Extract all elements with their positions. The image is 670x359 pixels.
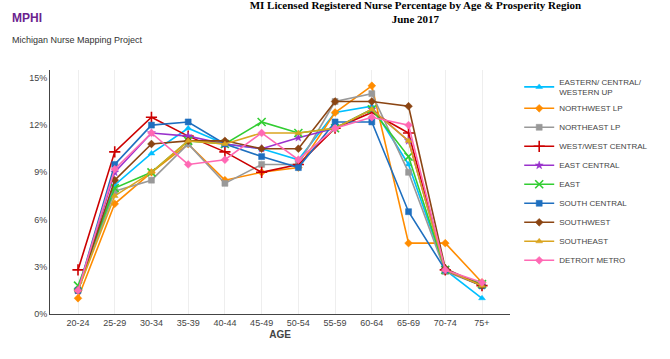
svg-text:20-24: 20-24 xyxy=(66,318,89,328)
svg-text:12%: 12% xyxy=(29,120,47,130)
svg-text:MPHI: MPHI xyxy=(12,11,42,25)
svg-text:NORTHEAST LP: NORTHEAST LP xyxy=(559,123,620,132)
svg-text:WEST/WEST CENTRAL: WEST/WEST CENTRAL xyxy=(559,142,647,151)
svg-text:SOUTHEAST: SOUTHEAST xyxy=(559,237,608,246)
svg-text:40-44: 40-44 xyxy=(213,318,236,328)
svg-text:AGE: AGE xyxy=(269,329,291,340)
svg-text:MI Licensed Registered Nurse P: MI Licensed Registered Nurse Percentage … xyxy=(250,0,581,25)
svg-text:15%: 15% xyxy=(29,73,47,83)
svg-text:45-49: 45-49 xyxy=(250,318,273,328)
svg-text:60-64: 60-64 xyxy=(360,318,383,328)
svg-text:6%: 6% xyxy=(34,215,47,225)
svg-text:3%: 3% xyxy=(34,262,47,272)
svg-text:NORTHWEST LP: NORTHWEST LP xyxy=(559,104,622,113)
svg-text:30-34: 30-34 xyxy=(140,318,163,328)
svg-text:SOUTH CENTRAL: SOUTH CENTRAL xyxy=(559,199,627,208)
svg-text:Michigan Nurse Mapping Project: Michigan Nurse Mapping Project xyxy=(12,35,143,45)
svg-text:50-54: 50-54 xyxy=(287,318,310,328)
svg-text:70-74: 70-74 xyxy=(434,318,457,328)
svg-text:35-39: 35-39 xyxy=(177,318,200,328)
svg-text:55-59: 55-59 xyxy=(324,318,347,328)
svg-text:EASTERN/ CENTRAL/WESTERN UP: EASTERN/ CENTRAL/WESTERN UP xyxy=(559,78,642,97)
svg-text:65-69: 65-69 xyxy=(397,318,420,328)
svg-text:75+: 75+ xyxy=(474,318,489,328)
svg-text:0%: 0% xyxy=(34,309,47,319)
svg-text:9%: 9% xyxy=(34,167,47,177)
svg-text:25-29: 25-29 xyxy=(103,318,126,328)
svg-text:EAST CENTRAL: EAST CENTRAL xyxy=(559,161,620,170)
svg-text:SOUTHWEST: SOUTHWEST xyxy=(559,218,610,227)
svg-text:DETROIT METRO: DETROIT METRO xyxy=(559,256,625,265)
svg-text:EAST: EAST xyxy=(559,180,580,189)
